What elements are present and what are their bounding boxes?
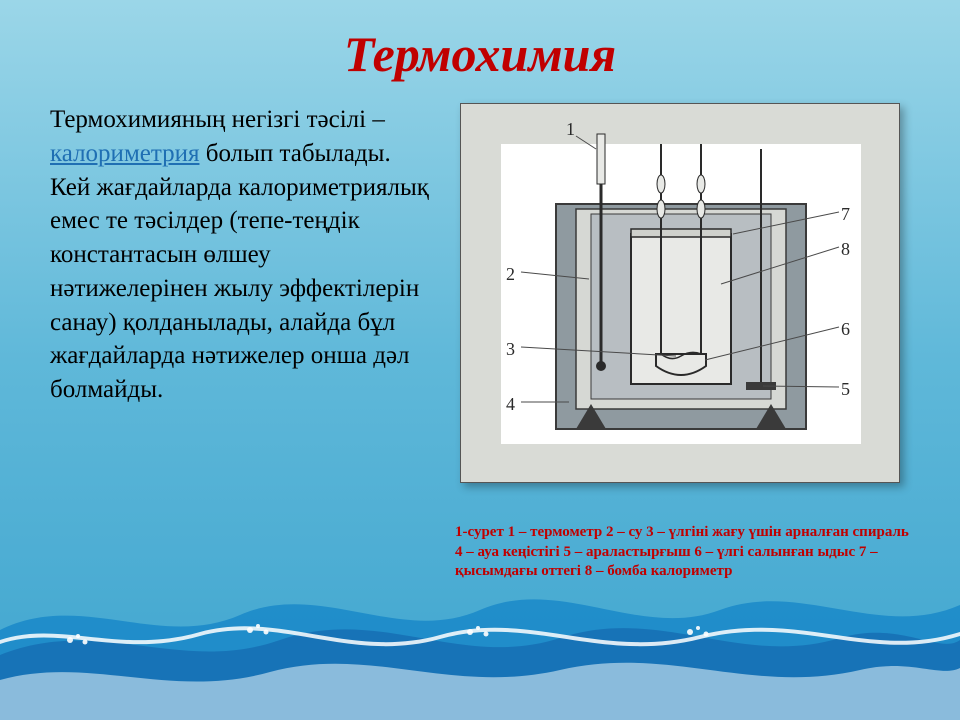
label-8: 8: [841, 239, 850, 260]
body-post: болып табылады. Кей жағдайларда калориме…: [50, 140, 429, 403]
body-pre: Термохимияның негізгі тәсілі –: [50, 106, 385, 133]
calorimeter-diagram: [461, 104, 901, 484]
wave-decoration: [0, 560, 960, 720]
label-7: 7: [841, 204, 850, 225]
label-4: 4: [506, 394, 515, 415]
calorimeter-figure: 1 2 3 4 5 6 7 8: [460, 103, 900, 483]
label-5: 5: [841, 379, 850, 400]
label-1: 1: [566, 119, 575, 140]
figure-column: 1 2 3 4 5 6 7 8 1-сурет 1 – термометр 2 …: [450, 103, 910, 582]
figure-caption: 1-сурет 1 – термометр 2 – су 3 – үлгіні …: [450, 523, 910, 582]
label-6: 6: [841, 319, 850, 340]
calorimetry-link[interactable]: калориметрия: [50, 140, 199, 167]
content-row: Термохимияның негізгі тәсілі – калоримет…: [0, 93, 960, 582]
label-2: 2: [506, 264, 515, 285]
label-3: 3: [506, 339, 515, 360]
slide-title: Термохимия: [0, 0, 960, 93]
body-text: Термохимияның негізгі тәсілі – калоримет…: [50, 103, 430, 582]
